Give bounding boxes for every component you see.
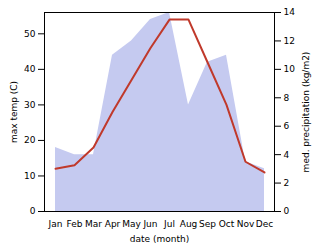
svg-text:Jun: Jun — [142, 219, 157, 229]
svg-text:max temp (C): max temp (C) — [9, 81, 19, 143]
svg-text:Apr: Apr — [105, 219, 121, 229]
svg-text:10: 10 — [24, 171, 36, 181]
svg-text:Jul: Jul — [163, 219, 175, 229]
svg-text:0: 0 — [284, 206, 290, 216]
svg-text:8: 8 — [284, 93, 290, 103]
svg-text:Aug: Aug — [180, 219, 198, 229]
svg-text:Feb: Feb — [67, 219, 83, 229]
svg-text:0: 0 — [30, 206, 36, 216]
svg-text:40: 40 — [24, 64, 36, 74]
svg-text:May: May — [122, 219, 141, 229]
svg-text:12: 12 — [284, 36, 295, 46]
svg-text:Dec: Dec — [256, 219, 273, 229]
svg-text:20: 20 — [24, 135, 36, 145]
svg-text:2: 2 — [284, 178, 290, 188]
svg-text:Mar: Mar — [85, 219, 102, 229]
svg-text:Sep: Sep — [199, 219, 216, 229]
svg-text:Jan: Jan — [48, 219, 63, 229]
svg-text:6: 6 — [284, 121, 290, 131]
svg-text:med. precipitation (kg/m2): med. precipitation (kg/m2) — [301, 52, 311, 173]
svg-text:10: 10 — [284, 64, 296, 74]
svg-text:Oct: Oct — [219, 219, 235, 229]
svg-text:date (month): date (month) — [130, 234, 189, 244]
svg-text:4: 4 — [284, 150, 290, 160]
svg-text:14: 14 — [284, 7, 296, 17]
svg-text:Nov: Nov — [237, 219, 255, 229]
svg-text:30: 30 — [24, 100, 36, 110]
svg-text:50: 50 — [24, 29, 36, 39]
